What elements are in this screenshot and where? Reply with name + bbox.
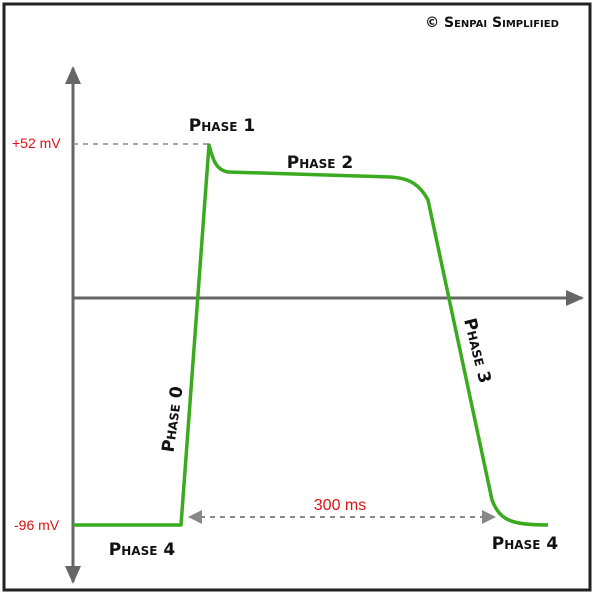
phase-2-label: Phase 2 <box>287 153 353 173</box>
duration-label: 300 ms <box>314 497 366 514</box>
phase-4-right-label: Phase 4 <box>492 534 559 554</box>
peak-label: +52 mV <box>12 135 61 151</box>
arrowhead-right <box>482 510 496 524</box>
phase-4-left-label: Phase 4 <box>109 540 176 560</box>
action-potential-curve <box>73 143 549 527</box>
arrowhead-left <box>188 510 202 524</box>
rest-label: -96 mV <box>14 517 60 533</box>
phase-1-label: Phase 1 <box>189 116 255 136</box>
copyright: © Senpai Simplified <box>425 15 559 31</box>
